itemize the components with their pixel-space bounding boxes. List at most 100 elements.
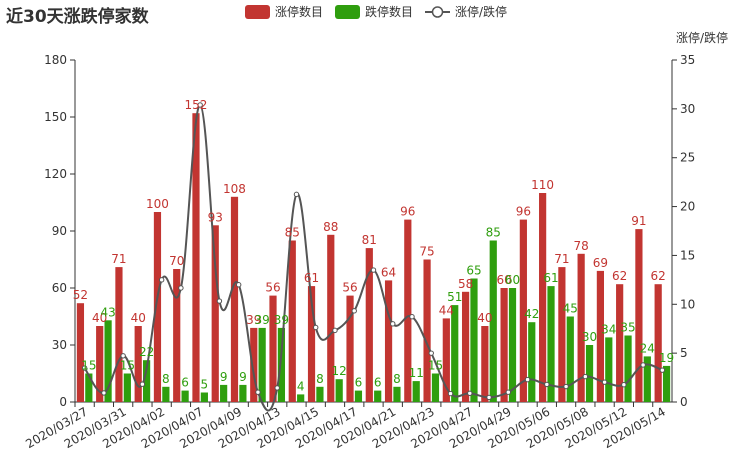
bar-limit-down <box>277 327 286 402</box>
bar-limit-up <box>269 295 277 402</box>
bar-label-limit-up: 52 <box>73 288 88 302</box>
bar-limit-down <box>374 390 382 402</box>
legend-label: 涨停数目 <box>275 4 323 19</box>
bar-label-limit-down: 15 <box>428 359 443 373</box>
ratio-point <box>351 308 357 314</box>
bar-label-limit-up: 75 <box>419 245 434 259</box>
bar-limit-up <box>442 318 450 402</box>
ratio-point <box>563 383 569 390</box>
ratio-point <box>582 373 589 380</box>
bar-limit-up <box>635 229 643 402</box>
bar-label-limit-down: 39 <box>255 313 270 327</box>
bar-limit-down <box>470 278 478 402</box>
bar-label-limit-up: 91 <box>631 214 646 228</box>
ratio-point <box>524 376 531 383</box>
bar-label-limit-up: 56 <box>342 281 357 295</box>
bar-limit-up <box>96 326 104 402</box>
bar-label-limit-up: 71 <box>554 252 569 266</box>
bar-limit-down <box>528 322 536 402</box>
legend-swatch <box>245 5 270 19</box>
bar-label-limit-down: 8 <box>316 372 324 386</box>
bar-limit-up <box>76 303 85 402</box>
bar-limit-down <box>412 381 420 402</box>
bar-label-limit-up: 60 <box>496 273 511 287</box>
bar-label-limit-down: 85 <box>486 226 501 240</box>
bar-limit-up <box>577 253 585 402</box>
ratio-point <box>640 362 646 368</box>
ratio-point <box>544 381 550 388</box>
bar-limit-down <box>489 240 497 402</box>
bar-label-limit-down: 22 <box>139 345 154 359</box>
bar-label-limit-up: 64 <box>381 265 396 279</box>
bar-label-limit-down: 11 <box>409 366 424 380</box>
bar-limit-down <box>662 365 671 402</box>
bar-label-limit-down: 6 <box>374 376 382 390</box>
bar-limit-up <box>616 284 624 402</box>
ratio-point <box>178 285 184 291</box>
bar-label-limit-down: 6 <box>355 376 363 390</box>
bar-limit-down <box>143 360 151 402</box>
bar-limit-up <box>423 259 431 402</box>
bar-label-limit-up: 61 <box>304 271 319 285</box>
bar-label-limit-up: 40 <box>92 311 107 325</box>
bar-limit-down <box>258 327 266 402</box>
bar-limit-up <box>519 219 527 402</box>
bar-label-limit-up: 62 <box>612 269 627 283</box>
bar-limit-down <box>605 337 613 402</box>
y-right-tick-label: 5 <box>680 346 688 360</box>
y-right-tick-label: 0 <box>680 395 688 409</box>
bar-label-limit-up: 108 <box>223 182 246 196</box>
bar-limit-down <box>431 373 440 402</box>
bar-limit-down <box>585 345 594 402</box>
bar-limit-up <box>192 113 200 402</box>
bar-label-limit-down: 9 <box>239 370 247 384</box>
bar-limit-down <box>566 316 574 402</box>
bar-label-limit-up: 40 <box>131 311 146 325</box>
bar-label-limit-down: 51 <box>447 290 462 304</box>
bar-label-limit-up: 39 <box>246 313 261 327</box>
bar-label-limit-up: 110 <box>531 178 554 192</box>
bar-label-limit-down: 35 <box>620 321 635 335</box>
ratio-point <box>390 321 396 327</box>
bar-limit-up <box>500 288 508 402</box>
bar-limit-down <box>123 373 131 402</box>
bar-limit-up <box>596 270 604 402</box>
legend-label: 涨停/跌停 <box>455 4 507 19</box>
bar-limit-up <box>558 267 566 402</box>
bar-label-limit-down: 60 <box>505 273 520 287</box>
bar-limit-down <box>547 286 555 402</box>
y-left-tick-label: 180 <box>44 53 67 67</box>
ratio-point <box>486 394 492 401</box>
bar-limit-down <box>239 384 247 402</box>
bar-label-limit-down: 15 <box>120 359 135 373</box>
bar-limit-up <box>134 326 142 402</box>
y-left-tick-label: 150 <box>44 110 67 124</box>
bar-limit-down <box>297 394 305 402</box>
bar-label-limit-down: 8 <box>162 372 170 386</box>
ratio-point <box>601 379 608 385</box>
bar-limit-up <box>404 219 412 402</box>
bar-label-limit-up: 71 <box>111 252 126 266</box>
bar-limit-up <box>250 327 258 402</box>
y-right-tick-label: 10 <box>680 297 695 311</box>
bar-limit-up <box>115 267 123 402</box>
bar-label-limit-up: 70 <box>169 254 184 268</box>
ratio-point <box>313 324 319 331</box>
y-left-tick-label: 120 <box>44 167 67 181</box>
bar-limit-down <box>85 373 93 402</box>
ratio-point <box>332 327 338 334</box>
bar-label-limit-down: 19 <box>659 351 674 365</box>
ratio-point <box>120 353 126 359</box>
bar-label-limit-down: 12 <box>332 364 347 378</box>
ratio-point <box>659 367 666 373</box>
bar-limit-up <box>365 248 373 402</box>
legend-swatch <box>335 5 360 19</box>
ratio-point <box>197 102 203 108</box>
ratio-point <box>81 365 88 371</box>
bar-limit-up <box>654 284 662 402</box>
ratio-point <box>139 381 146 387</box>
bar-limit-up <box>481 326 489 402</box>
y-left-tick-label: 90 <box>52 224 67 238</box>
y-right-tick-label: 25 <box>680 151 695 165</box>
